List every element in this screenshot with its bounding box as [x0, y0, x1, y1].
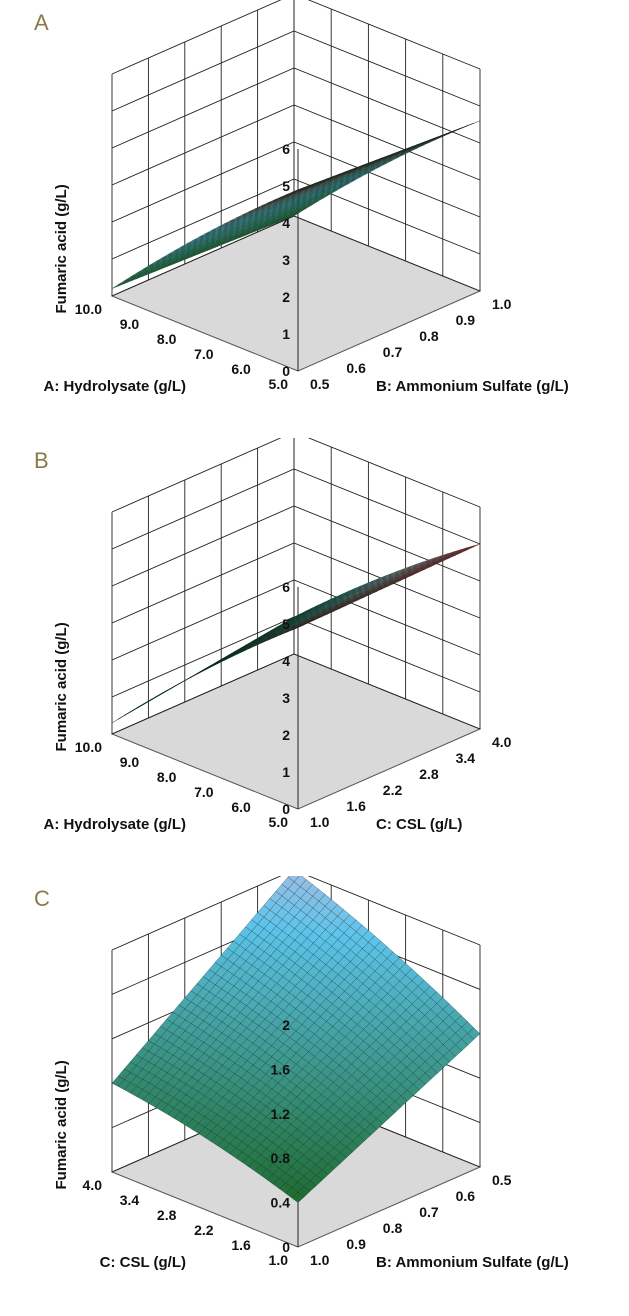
z-tick-label: 3 [282, 252, 290, 268]
z-tick-label: 0 [282, 363, 290, 379]
x-tick-label: 2.8 [157, 1207, 177, 1223]
grid-line [111, 468, 481, 550]
x-tick-label: 6.0 [231, 361, 251, 377]
grid-line [111, 178, 481, 260]
grid-line [111, 67, 481, 149]
panel-label-b: B [34, 448, 49, 473]
surface-mesh [111, 543, 481, 724]
grid-line [111, 505, 481, 587]
y-tick-label: 2.2 [383, 782, 403, 798]
z-tick-label: 1 [282, 326, 290, 342]
panel-label-a: A [34, 10, 49, 35]
surface-plot-a: 0 1 2 3 4 5 6 5.0 6.0 7.0 8.0 9.0 10.0 0.5 0.6 0.7 0.8 0.… [43, 0, 569, 395]
y-tick-label: 0.8 [419, 328, 439, 344]
y-axis-title: C: CSL (g/L) [376, 816, 462, 833]
z-tick-label: 4 [282, 653, 290, 669]
y-tick-label: 1.0 [492, 296, 512, 312]
x-tick-label: 7.0 [194, 784, 214, 800]
surface-plot-c: 0 0.4 0.8 1.2 1.6 2 1.0 1.6 2.2 2.8 3.4 4.0 1.0 0.9 0.… [53, 876, 569, 1271]
y-tick-label: 0.9 [456, 312, 476, 328]
y-tick-label: 1.6 [346, 798, 366, 814]
x-tick-label: 10.0 [75, 301, 102, 317]
x-axis-title: A: Hydrolysate (g/L) [43, 816, 186, 833]
z-axis-title: Fumaric acid (g/L) [53, 1060, 70, 1189]
x-tick-label: 5.0 [269, 376, 289, 392]
z-tick-label: 6 [282, 579, 290, 595]
y-axis-title: B: Ammonium Sulfate (g/L) [376, 1254, 569, 1271]
y-tick-label: 2.8 [419, 766, 439, 782]
x-tick-label: 10.0 [75, 739, 102, 755]
z-tick-label: 1.2 [271, 1106, 291, 1122]
x-tick-label: 2.2 [194, 1222, 214, 1238]
y-tick-label: 1.0 [310, 1252, 330, 1268]
y-tick-label: 0.6 [346, 360, 366, 376]
x-tick-label: 8.0 [157, 769, 177, 785]
x-tick-label: 6.0 [231, 799, 251, 815]
chart-panel-c: C 0 0.4 0.8 1.2 1.6 2 1.0 1.6 2.2 2.8 3.4 4.0 1.0 0.9… [0, 876, 629, 1314]
z-tick-label: 3 [282, 690, 290, 706]
grid-line [111, 653, 481, 735]
z-tick-label: 0 [282, 1239, 290, 1255]
z-axis-title: Fumaric acid (g/L) [53, 184, 70, 313]
chart-panel-b: B 0 1 2 3 4 5 6 5.0 6.0 7.0 8.0 9.0 10.0 1.0 1.6 2.2 2.8… [0, 438, 629, 876]
surface-cell [291, 1192, 305, 1203]
grid-line [111, 438, 481, 513]
x-tick-label: 7.0 [194, 346, 214, 362]
y-tick-label: 0.7 [419, 1204, 439, 1220]
z-tick-label: 2 [282, 1017, 290, 1033]
y-axis-title: B: Ammonium Sulfate (g/L) [376, 378, 569, 395]
x-tick-label: 1.0 [269, 1252, 289, 1268]
y-tick-label: 0.8 [383, 1220, 403, 1236]
z-tick-label: 4 [282, 215, 290, 231]
x-tick-label: 1.6 [231, 1237, 251, 1253]
z-tick-label: 0.4 [271, 1195, 291, 1211]
x-tick-label: 4.0 [83, 1177, 103, 1193]
y-tick-label: 0.7 [383, 344, 403, 360]
y-tick-label: 3.4 [456, 750, 476, 766]
z-tick-label: 6 [282, 141, 290, 157]
surface-mesh [111, 120, 481, 289]
y-tick-label: 0.6 [456, 1188, 476, 1204]
z-tick-label: 1.6 [271, 1061, 291, 1077]
y-tick-label: 0.5 [492, 1172, 512, 1188]
x-axis-title: C: CSL (g/L) [100, 1254, 186, 1271]
z-tick-label: 5 [282, 178, 290, 194]
grid-line [111, 104, 481, 186]
y-tick-label: 0.9 [346, 1236, 366, 1252]
grid-line [111, 141, 481, 223]
chart-panel-a: A 0 1 2 3 4 5 6 5.0 6.0 7.0 8.0 9.0 10.0 0.5 0.6 0.7 0.8… [0, 0, 629, 438]
z-tick-label: 5 [282, 616, 290, 632]
grid-line [111, 30, 481, 112]
x-tick-label: 9.0 [120, 754, 140, 770]
surface-mesh [111, 876, 481, 1203]
x-tick-label: 5.0 [269, 814, 289, 830]
x-tick-label: 8.0 [157, 331, 177, 347]
surface-cell [111, 282, 125, 289]
y-tick-label: 1.0 [310, 814, 330, 830]
z-tick-label: 0.8 [271, 1150, 291, 1166]
x-tick-label: 3.4 [120, 1192, 140, 1208]
grid-line [111, 0, 481, 75]
z-tick-label: 1 [282, 764, 290, 780]
wall-grid [111, 0, 481, 297]
surface-cell [291, 624, 305, 631]
floor-plane [110, 215, 482, 372]
x-axis-title: A: Hydrolysate (g/L) [43, 378, 186, 395]
grid-line [111, 579, 481, 661]
grid-line [111, 876, 481, 951]
y-tick-label: 4.0 [492, 734, 512, 750]
z-axis-title: Fumaric acid (g/L) [53, 622, 70, 751]
grid-line [111, 542, 481, 624]
panel-label-c: C [34, 886, 50, 911]
floor-plane [110, 653, 482, 810]
z-tick-label: 2 [282, 289, 290, 305]
surface-cell [291, 187, 305, 193]
y-tick-label: 0.5 [310, 376, 330, 392]
surface-plot-b: 0 1 2 3 4 5 6 5.0 6.0 7.0 8.0 9.0 10.0 1.0 1.6 2.2 2.8 3.… [43, 438, 512, 833]
x-tick-label: 9.0 [120, 316, 140, 332]
z-tick-label: 0 [282, 801, 290, 817]
z-tick-label: 2 [282, 727, 290, 743]
